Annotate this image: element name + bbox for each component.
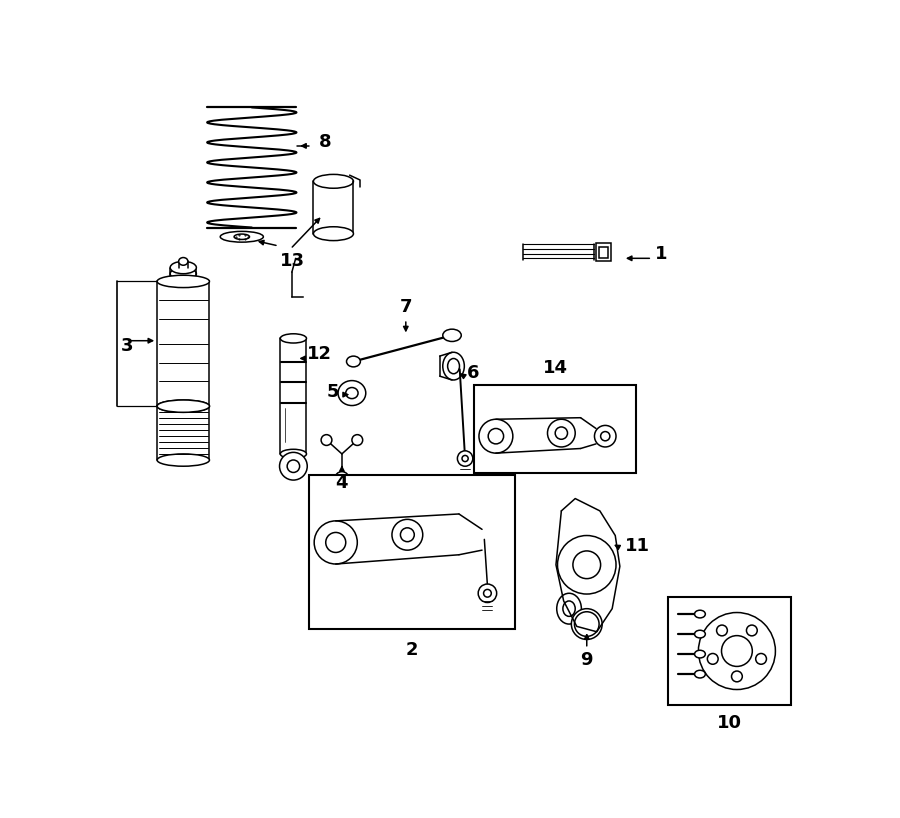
- Ellipse shape: [447, 358, 460, 374]
- Ellipse shape: [707, 654, 718, 664]
- Ellipse shape: [573, 551, 600, 578]
- Ellipse shape: [483, 590, 491, 597]
- Text: 12: 12: [307, 345, 332, 363]
- Ellipse shape: [746, 625, 757, 636]
- Ellipse shape: [722, 636, 752, 667]
- Ellipse shape: [280, 449, 307, 459]
- Ellipse shape: [280, 452, 307, 480]
- Text: 4: 4: [336, 474, 348, 492]
- Ellipse shape: [462, 456, 468, 461]
- Ellipse shape: [457, 451, 472, 466]
- Bar: [309, 475, 515, 630]
- Ellipse shape: [179, 258, 188, 265]
- Ellipse shape: [158, 400, 210, 412]
- Ellipse shape: [338, 380, 365, 406]
- Ellipse shape: [600, 432, 610, 441]
- Ellipse shape: [170, 262, 196, 274]
- Bar: [596, 243, 611, 262]
- Text: 14: 14: [543, 359, 568, 377]
- Ellipse shape: [321, 434, 332, 446]
- Ellipse shape: [756, 654, 767, 664]
- Ellipse shape: [574, 612, 599, 636]
- Ellipse shape: [562, 601, 575, 617]
- Ellipse shape: [555, 427, 568, 439]
- Ellipse shape: [547, 420, 575, 447]
- Ellipse shape: [443, 353, 464, 380]
- Ellipse shape: [695, 610, 706, 618]
- Ellipse shape: [392, 519, 423, 551]
- Ellipse shape: [170, 267, 196, 280]
- Ellipse shape: [158, 400, 210, 412]
- Ellipse shape: [716, 625, 727, 636]
- Ellipse shape: [443, 329, 461, 341]
- Bar: [599, 247, 608, 258]
- Ellipse shape: [479, 420, 513, 453]
- Ellipse shape: [220, 231, 264, 242]
- Text: 10: 10: [716, 714, 742, 732]
- Ellipse shape: [314, 521, 357, 564]
- Ellipse shape: [346, 356, 360, 367]
- Bar: [474, 384, 636, 473]
- Ellipse shape: [313, 174, 354, 188]
- Text: 1: 1: [655, 245, 668, 263]
- Ellipse shape: [234, 234, 249, 240]
- Text: 11: 11: [625, 537, 650, 555]
- Ellipse shape: [158, 276, 210, 288]
- Ellipse shape: [557, 593, 581, 624]
- Text: 5: 5: [327, 384, 339, 402]
- Ellipse shape: [335, 472, 349, 485]
- Ellipse shape: [313, 227, 354, 240]
- Ellipse shape: [557, 536, 616, 594]
- Text: 8: 8: [319, 133, 331, 151]
- Ellipse shape: [698, 613, 776, 690]
- Ellipse shape: [695, 670, 706, 678]
- Text: 3: 3: [121, 337, 133, 355]
- Ellipse shape: [326, 533, 346, 552]
- Ellipse shape: [478, 584, 497, 603]
- Ellipse shape: [287, 460, 300, 473]
- Text: 9: 9: [580, 651, 593, 669]
- Text: 13: 13: [280, 252, 305, 270]
- Ellipse shape: [280, 334, 307, 343]
- Ellipse shape: [488, 429, 504, 444]
- Text: 6: 6: [466, 364, 479, 382]
- Ellipse shape: [346, 388, 358, 398]
- Ellipse shape: [400, 528, 414, 542]
- Ellipse shape: [572, 609, 602, 640]
- Ellipse shape: [695, 650, 706, 658]
- Ellipse shape: [158, 454, 210, 466]
- Text: 7: 7: [400, 298, 412, 316]
- Ellipse shape: [595, 425, 616, 447]
- Bar: [668, 597, 791, 705]
- Ellipse shape: [352, 434, 363, 446]
- Ellipse shape: [695, 630, 706, 638]
- Ellipse shape: [732, 671, 742, 682]
- Text: 2: 2: [406, 641, 419, 659]
